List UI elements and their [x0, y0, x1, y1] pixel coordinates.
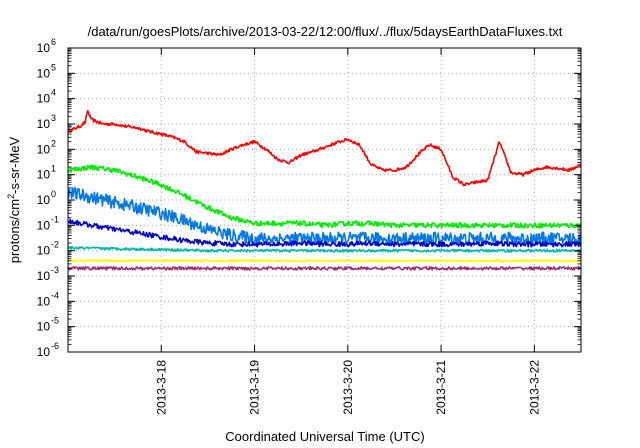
flux-series-line	[68, 109, 581, 187]
y-tick-label-exponent: -3	[51, 265, 59, 275]
y-tick-label-exponent: 6	[51, 37, 56, 47]
y-tick-label: 10	[37, 320, 51, 334]
y-tick-label: 10	[37, 168, 51, 182]
y-tick-label: 10	[37, 345, 51, 359]
y-tick-label-exponent: 4	[51, 88, 56, 98]
x-tick-label: 2013-3-18	[154, 360, 168, 415]
x-tick-label: 2013-3-20	[341, 360, 355, 415]
flux-series-line	[68, 187, 581, 246]
y-tick-label: 10	[37, 294, 51, 308]
y-tick-label: 10	[37, 193, 51, 207]
y-tick-label: 10	[37, 244, 51, 258]
y-tick-label-exponent: -1	[51, 214, 59, 224]
flux-series-line	[68, 218, 581, 248]
y-tick-label-exponent: 2	[51, 138, 56, 148]
y-tick-label: 10	[37, 66, 51, 80]
y-tick-label: 10	[37, 41, 51, 55]
x-tick-label: 2013-3-22	[527, 360, 541, 415]
y-tick-label-exponent: -6	[51, 341, 59, 351]
y-axis-label-rest: -s-sr-MeV	[7, 136, 22, 193]
y-tick-label: 10	[37, 142, 51, 156]
chart-title: /data/run/goesPlots/archive/2013-03-22/1…	[88, 24, 563, 39]
x-tick-label: 2013-3-21	[434, 360, 448, 415]
flux-series-line	[68, 258, 581, 263]
series-layer	[68, 109, 581, 271]
flux-series-line	[68, 245, 581, 253]
y-tick-label: 10	[37, 218, 51, 232]
y-tick-label-exponent: -5	[51, 316, 59, 326]
y-tick-label-exponent: -2	[51, 240, 59, 250]
y-axis-label-base: protons/cm	[7, 199, 22, 263]
y-tick-label-exponent: 3	[51, 113, 56, 123]
x-axis: 2013-3-18 2013-3-19 2013-3-20 2013-3-21 2013…	[154, 48, 541, 415]
y-tick-label: 10	[37, 117, 51, 131]
y-axis-label: protons/cm2-s-sr-MeV	[6, 136, 22, 263]
y-tick-label-exponent: 5	[51, 62, 56, 72]
x-tick-label: 2013-3-19	[248, 360, 262, 415]
y-tick-label: 10	[37, 92, 51, 106]
y-tick-label-exponent: -4	[51, 290, 59, 300]
y-tick-label-exponent: 0	[51, 189, 56, 199]
x-axis-label: Coordinated Universal Time (UTC)	[225, 429, 424, 444]
y-axis: 10 -610 -510 -410 -310 -210 -110 010 110 210 310 41…	[37, 37, 581, 359]
flux-series-line	[68, 266, 581, 271]
y-tick-label-exponent: 1	[51, 164, 56, 174]
flux-series-line	[68, 164, 581, 229]
y-tick-label: 10	[37, 269, 51, 283]
y-axis-label-sup: 2	[6, 194, 16, 199]
